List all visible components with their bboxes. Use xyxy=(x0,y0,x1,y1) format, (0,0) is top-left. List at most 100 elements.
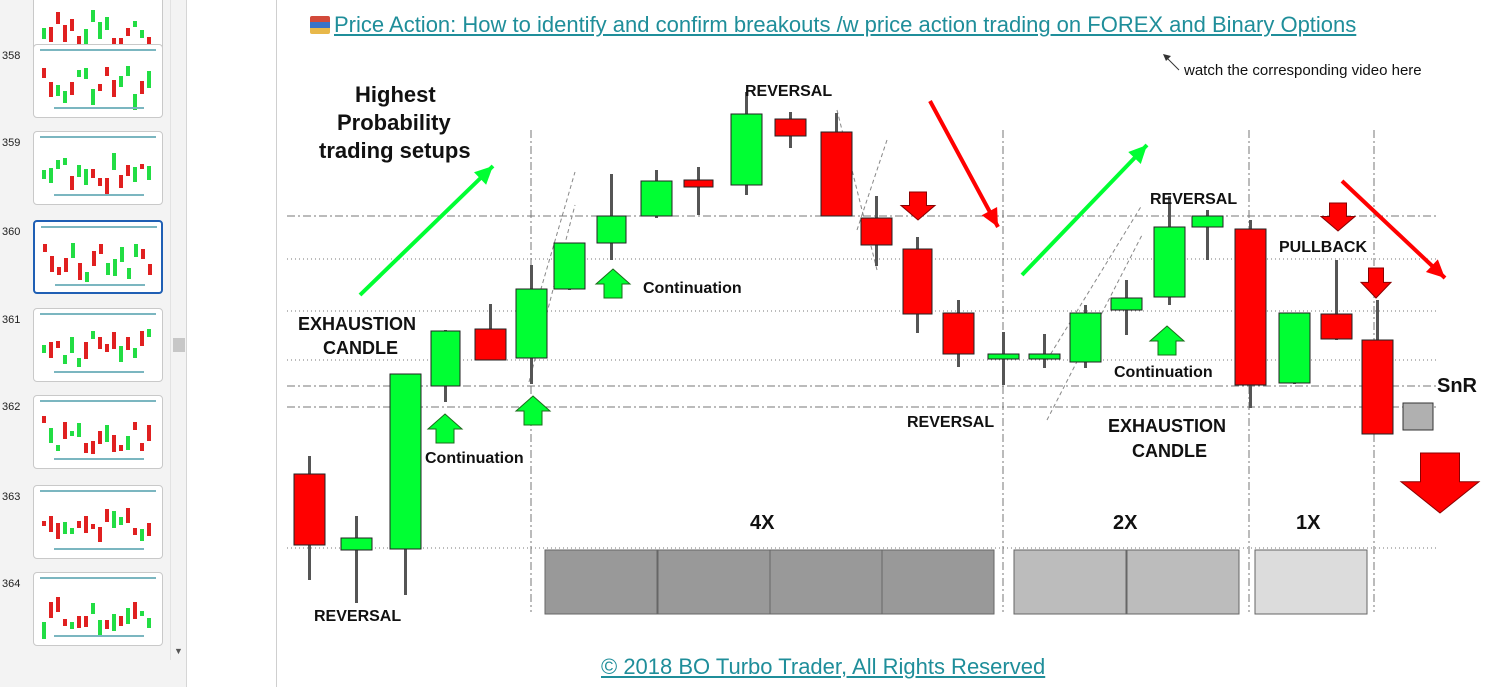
headline-line-2: Probability xyxy=(337,110,451,135)
uptrend-arrow xyxy=(1020,143,1149,277)
continuation-up-arrow xyxy=(594,268,632,299)
bearish-candle xyxy=(1361,339,1394,435)
continuation-label-1: Continuation xyxy=(425,450,524,467)
continuation-label-2: Continuation xyxy=(643,280,742,297)
bullish-candle xyxy=(596,215,627,244)
trend-channel-line xyxy=(1046,204,1143,361)
slide-number: 362 xyxy=(2,401,21,413)
timing-box xyxy=(769,549,883,615)
slide-title-text: Price Action: How to identify and confir… xyxy=(334,12,1357,37)
reversal-label-right: REVERSAL xyxy=(1150,191,1238,208)
exhaustion-right-line-1: EXHAUSTION xyxy=(1108,416,1227,436)
timing-box xyxy=(1126,549,1240,615)
slide-number: 361 xyxy=(2,314,21,326)
exhaustion-left-line-1: EXHAUSTION xyxy=(298,314,417,334)
slide-thumbnail-image xyxy=(33,485,163,559)
slide-thumbnail-358[interactable]: 358 xyxy=(0,44,170,124)
slide-canvas: Price Action: How to identify and confir… xyxy=(276,0,1500,687)
trend-channel-line xyxy=(856,139,888,231)
thumbnail-scrollbar[interactable]: ▼ xyxy=(170,0,186,660)
bearish-candle xyxy=(474,328,507,361)
bullish-candle xyxy=(553,242,586,290)
exhaustion-left-line-2: CANDLE xyxy=(323,338,398,358)
reversal-label-bottom: REVERSAL xyxy=(314,608,402,625)
slide-thumbnail-359[interactable]: 359 xyxy=(0,131,170,211)
downtrend-arrow-head xyxy=(981,207,998,227)
downtrend-arrow xyxy=(1340,179,1447,280)
bearish-candle xyxy=(293,473,326,546)
slide-thumbnail-361[interactable]: 361 xyxy=(0,308,170,388)
scrollbar-thumb[interactable] xyxy=(173,338,185,352)
continuation-up-arrow xyxy=(514,395,552,426)
slide-thumbnail-363[interactable]: 363 xyxy=(0,485,170,565)
bullish-candle xyxy=(1069,312,1102,363)
slide-thumbnail-362[interactable]: 362 xyxy=(0,395,170,475)
bearish-candle xyxy=(942,312,975,355)
reversal-label-top: REVERSAL xyxy=(745,83,833,100)
video-pointer-arrow-head xyxy=(1163,54,1171,61)
price-action-diagram xyxy=(287,54,1481,615)
book-icon xyxy=(310,16,330,34)
pullback-label: PULLBACK xyxy=(1279,239,1367,256)
bullish-candle xyxy=(1278,312,1311,384)
slide-title-link[interactable]: Price Action: How to identify and confir… xyxy=(310,12,1356,38)
timing-box xyxy=(544,549,658,615)
footer-copyright-link[interactable]: © 2018 BO Turbo Trader, All Rights Reser… xyxy=(601,654,1046,679)
slide-number: 363 xyxy=(2,491,21,503)
bearish-candle xyxy=(1234,228,1267,386)
reversal-down-arrow xyxy=(899,191,937,221)
bullish-candle xyxy=(389,373,422,550)
slide-thumbnail-image xyxy=(33,308,163,382)
headline-line-1: Highest xyxy=(355,82,436,107)
reversal-label-mid: REVERSAL xyxy=(907,414,995,431)
uptrend-arrow-head xyxy=(1128,145,1147,165)
pending-candle xyxy=(1402,402,1434,431)
bullish-candle xyxy=(987,353,1020,360)
continuation-up-arrow xyxy=(426,413,464,444)
slide-thumbnail-panel: 358 359 360 361 362 363 364 ▼ xyxy=(0,0,187,687)
bullish-candle xyxy=(1153,226,1186,298)
bearish-candle xyxy=(1320,313,1353,340)
video-note: watch the corresponding video here xyxy=(1184,62,1422,79)
multiplier-1x: 1X xyxy=(1296,512,1321,534)
bullish-candle xyxy=(515,288,548,359)
bearish-candle xyxy=(774,118,807,137)
bullish-candle xyxy=(730,113,763,186)
slide-thumbnail-360[interactable]: 360 xyxy=(0,220,170,300)
uptrend-arrow xyxy=(358,164,495,297)
slide-thumbnail-364[interactable]: 364 xyxy=(0,572,170,652)
slide-number: 359 xyxy=(2,137,21,149)
bearish-candle xyxy=(860,217,893,246)
multiplier-4x: 4X xyxy=(750,512,775,534)
multiplier-2x: 2X xyxy=(1113,512,1138,534)
bullish-candle xyxy=(1028,353,1061,360)
slide-number: 360 xyxy=(2,226,21,238)
exhaustion-right-line-2: CANDLE xyxy=(1132,441,1207,461)
uptrend-arrow-head xyxy=(474,166,493,185)
continuation-label-3: Continuation xyxy=(1114,364,1213,381)
downtrend-arrow xyxy=(928,100,1000,228)
bullish-candle xyxy=(430,330,461,387)
slide-thumbnail-image xyxy=(33,44,163,118)
timing-box xyxy=(1013,549,1127,615)
timing-box xyxy=(1254,549,1368,615)
bearish-candle xyxy=(902,248,933,315)
timing-box xyxy=(657,549,771,615)
continuation-up-arrow xyxy=(1148,325,1186,356)
bearish-candle xyxy=(820,131,853,217)
bearish-candle xyxy=(683,179,714,188)
bullish-candle xyxy=(1110,297,1143,311)
slide-thumbnail-image xyxy=(33,395,163,469)
bullish-candle xyxy=(640,180,673,217)
pullback-down-arrow xyxy=(1359,267,1393,299)
bullish-candle xyxy=(340,537,373,551)
headline-line-3: trading setups xyxy=(319,138,471,163)
slide-number: 358 xyxy=(2,50,21,62)
timing-box xyxy=(881,549,995,615)
slide-thumbnail-image xyxy=(33,131,163,205)
snr-label: SnR xyxy=(1437,375,1477,397)
scroll-down-icon[interactable]: ▼ xyxy=(174,646,183,656)
slide-thumbnail-image xyxy=(33,220,163,294)
slide-number: 364 xyxy=(2,578,21,590)
slide-thumbnail-image xyxy=(33,572,163,646)
